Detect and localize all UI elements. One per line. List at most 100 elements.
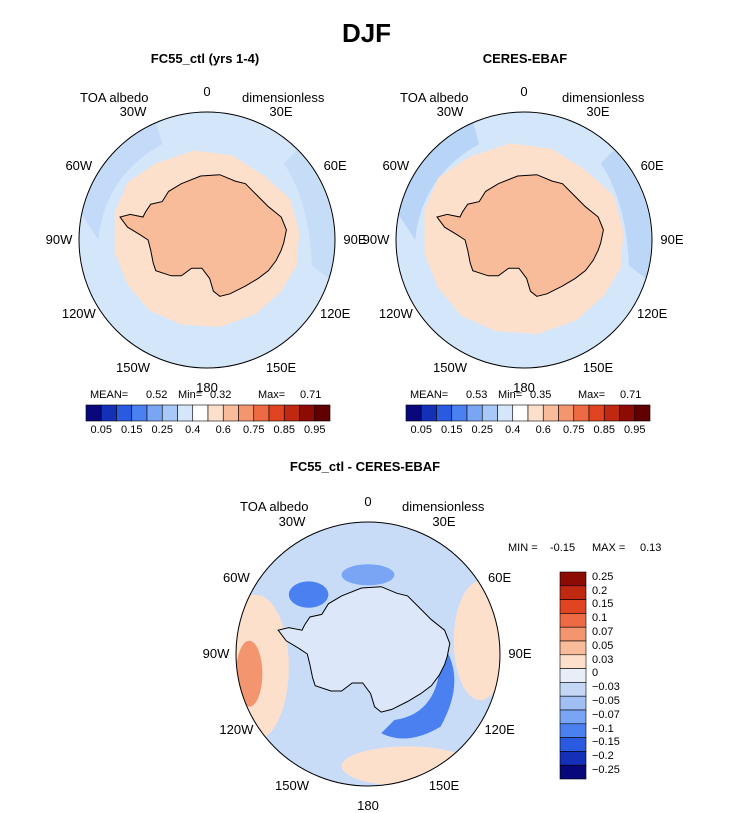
panel-3-colorbar-tick: −0.25 <box>592 764 620 776</box>
panel-3-colorbar-tick: 0.07 <box>592 626 614 638</box>
panel-2-colorbar-tick: 0.15 <box>441 424 463 436</box>
panel-3-units: dimensionless <box>402 499 485 514</box>
panel-2-colorbar-swatch <box>466 404 483 422</box>
panel-3-colorbar-swatch <box>559 723 587 738</box>
panel-1-lon-label: 30W <box>119 103 147 119</box>
panel-3-variable: TOA albedo <box>240 499 309 514</box>
panel-3-map <box>235 521 501 787</box>
panel-1-colorbar-swatch <box>238 404 255 422</box>
panel-2-colorbar-tick: 0.85 <box>593 424 615 436</box>
panel-1-map-border <box>78 111 336 369</box>
panel-1-colorbar-tick: 0.05 <box>90 424 112 436</box>
panel-2-min-value: 0.35 <box>530 389 552 401</box>
panel-1-colorbar-swatch <box>177 404 194 422</box>
panel-3-colorbar-swatch <box>559 764 587 780</box>
panel-2-colorbar-swatch <box>634 404 651 422</box>
panel-2-colorbar-tick: 0.75 <box>563 424 585 436</box>
panel-1-units: dimensionless <box>242 90 325 105</box>
panel-2-lon-label: 30W <box>436 103 464 119</box>
panel-2-colorbar-swatch <box>420 404 437 422</box>
panel-1-antarctica <box>119 174 287 297</box>
panel-3-colorbar-tick: 0.15 <box>592 598 614 611</box>
panel-3-lon-label: 90E <box>508 646 532 661</box>
panel-2-max-value: 0.71 <box>620 389 642 401</box>
panel-3-colorbar-swatch <box>559 751 587 766</box>
panel-2-colorbar-tick: 0.25 <box>471 424 493 436</box>
panel-2-colorbar-swatch <box>619 404 636 422</box>
panel-1-title: FC55_ctl (yrs 1-4) <box>150 51 260 66</box>
panel-1-colorbar-tick: 0.75 <box>243 424 265 436</box>
panel-3-colorbar-swatch <box>559 737 587 752</box>
panel-3-colorbar-swatch <box>559 571 587 587</box>
panel-3-colorbar-tick: −0.03 <box>592 681 620 694</box>
panel-3-min-value: -0.15 <box>550 542 576 554</box>
panel-2-lon-label: 90E <box>660 232 684 247</box>
panel-1-ocean-dark-east <box>283 150 335 279</box>
panel-1-lon-label: 90E <box>343 232 367 247</box>
panel-2-lon-label: 120W <box>378 306 413 321</box>
panel-1-colorbar-tick: 0.6 <box>215 424 231 436</box>
panel-3-pos-east <box>453 581 500 701</box>
panel-2-title: CERES-EBAF <box>482 51 568 66</box>
panel-1-colorbar <box>85 404 331 422</box>
panel-1-max-value: 0.71 <box>300 389 322 401</box>
panel-3-lon-label: 120E <box>484 722 515 737</box>
panel-3-lon-label: 30E <box>432 514 456 530</box>
panel-3-colorbar-tick: −0.1 <box>592 722 614 735</box>
panel-2-colorbar-swatch <box>436 404 453 422</box>
panel-1-colorbar-swatch <box>253 404 270 422</box>
panel-1-map <box>78 111 336 369</box>
panel-3-lon-label: 120W <box>219 722 254 737</box>
panel-1-ocean-dark-west <box>81 122 163 240</box>
panel-1-colorbar-swatch <box>192 404 209 422</box>
panel-1-colorbar-swatch <box>299 404 316 422</box>
panel-3-neg-north <box>341 564 395 586</box>
panel-2-lon-label: 60W <box>382 158 410 173</box>
panel-2-colorbar-swatch <box>481 404 498 422</box>
panel-3-min-label: MIN = <box>508 542 538 554</box>
panel-2-colorbar-swatch <box>558 404 575 422</box>
panel-1-lon-label: 120W <box>61 306 96 321</box>
panel-3-colorbar-tick: 0.25 <box>592 570 614 583</box>
panel-1-colorbar-swatch <box>85 404 102 422</box>
panel-1-lon-label: 30E <box>269 103 293 119</box>
panel-1-lon-label: 0 <box>203 84 211 99</box>
panel-1-lon-label: 60E <box>323 158 347 173</box>
panel-1-colorbar-swatch <box>131 404 148 422</box>
panel-2-mean-label: MEAN= <box>410 389 449 401</box>
panel-3-neg-weddell <box>288 581 329 608</box>
panel-2-lon-label: 0 <box>520 84 528 99</box>
panel-1-min-label: Min= <box>178 389 203 401</box>
panel-1-colorbar-swatch <box>314 404 331 422</box>
panel-3-antarctica <box>277 586 451 713</box>
panel-3-colorbar-tick: −0.05 <box>592 695 620 707</box>
main-title: DJF <box>341 18 392 48</box>
panel-1-lon-label: 150W <box>116 360 150 376</box>
panel-3-max-label: MAX = <box>592 542 626 554</box>
panel-1-colorbar-tick: 0.85 <box>273 424 295 436</box>
panel-2-colorbar-swatch <box>603 404 620 422</box>
panel-2-ocean-dark-east <box>600 150 652 279</box>
panel-3-lon-label: 30W <box>278 514 306 530</box>
panel-1-colorbar-swatch <box>161 404 178 422</box>
panel-2-colorbar-swatch <box>497 404 514 422</box>
panel-3-lon-label: 60W <box>222 570 250 585</box>
panel-2-lon-label: 120E <box>636 306 668 321</box>
panel-2-colorbar-tick: 0.05 <box>410 424 432 436</box>
panel-1-lon-label: 120E <box>319 306 351 321</box>
panel-1-colorbar-swatch <box>207 404 224 422</box>
panel-3-lon-label: 150E <box>428 777 460 793</box>
panel-1-lon-label: 150E <box>265 360 297 376</box>
panel-3-colorbar-swatch <box>559 695 587 711</box>
panel-3-lon-label: 0 <box>364 494 372 509</box>
panel-3-neg-east-ring <box>381 627 455 739</box>
panel-1-colorbar-swatch <box>146 404 163 422</box>
panel-1-min-value: 0.32 <box>210 389 232 401</box>
panel-2-lon-label: 30E <box>586 103 610 119</box>
panel-2-colorbar <box>405 404 651 422</box>
panel-3-colorbar-tick: 0.05 <box>592 639 614 652</box>
panel-3-colorbar-swatch <box>559 626 587 642</box>
panel-2-colorbar-swatch <box>527 404 544 422</box>
panel-1-max-label: Max= <box>258 389 286 401</box>
panel-3-lon-label: 150W <box>275 777 309 793</box>
